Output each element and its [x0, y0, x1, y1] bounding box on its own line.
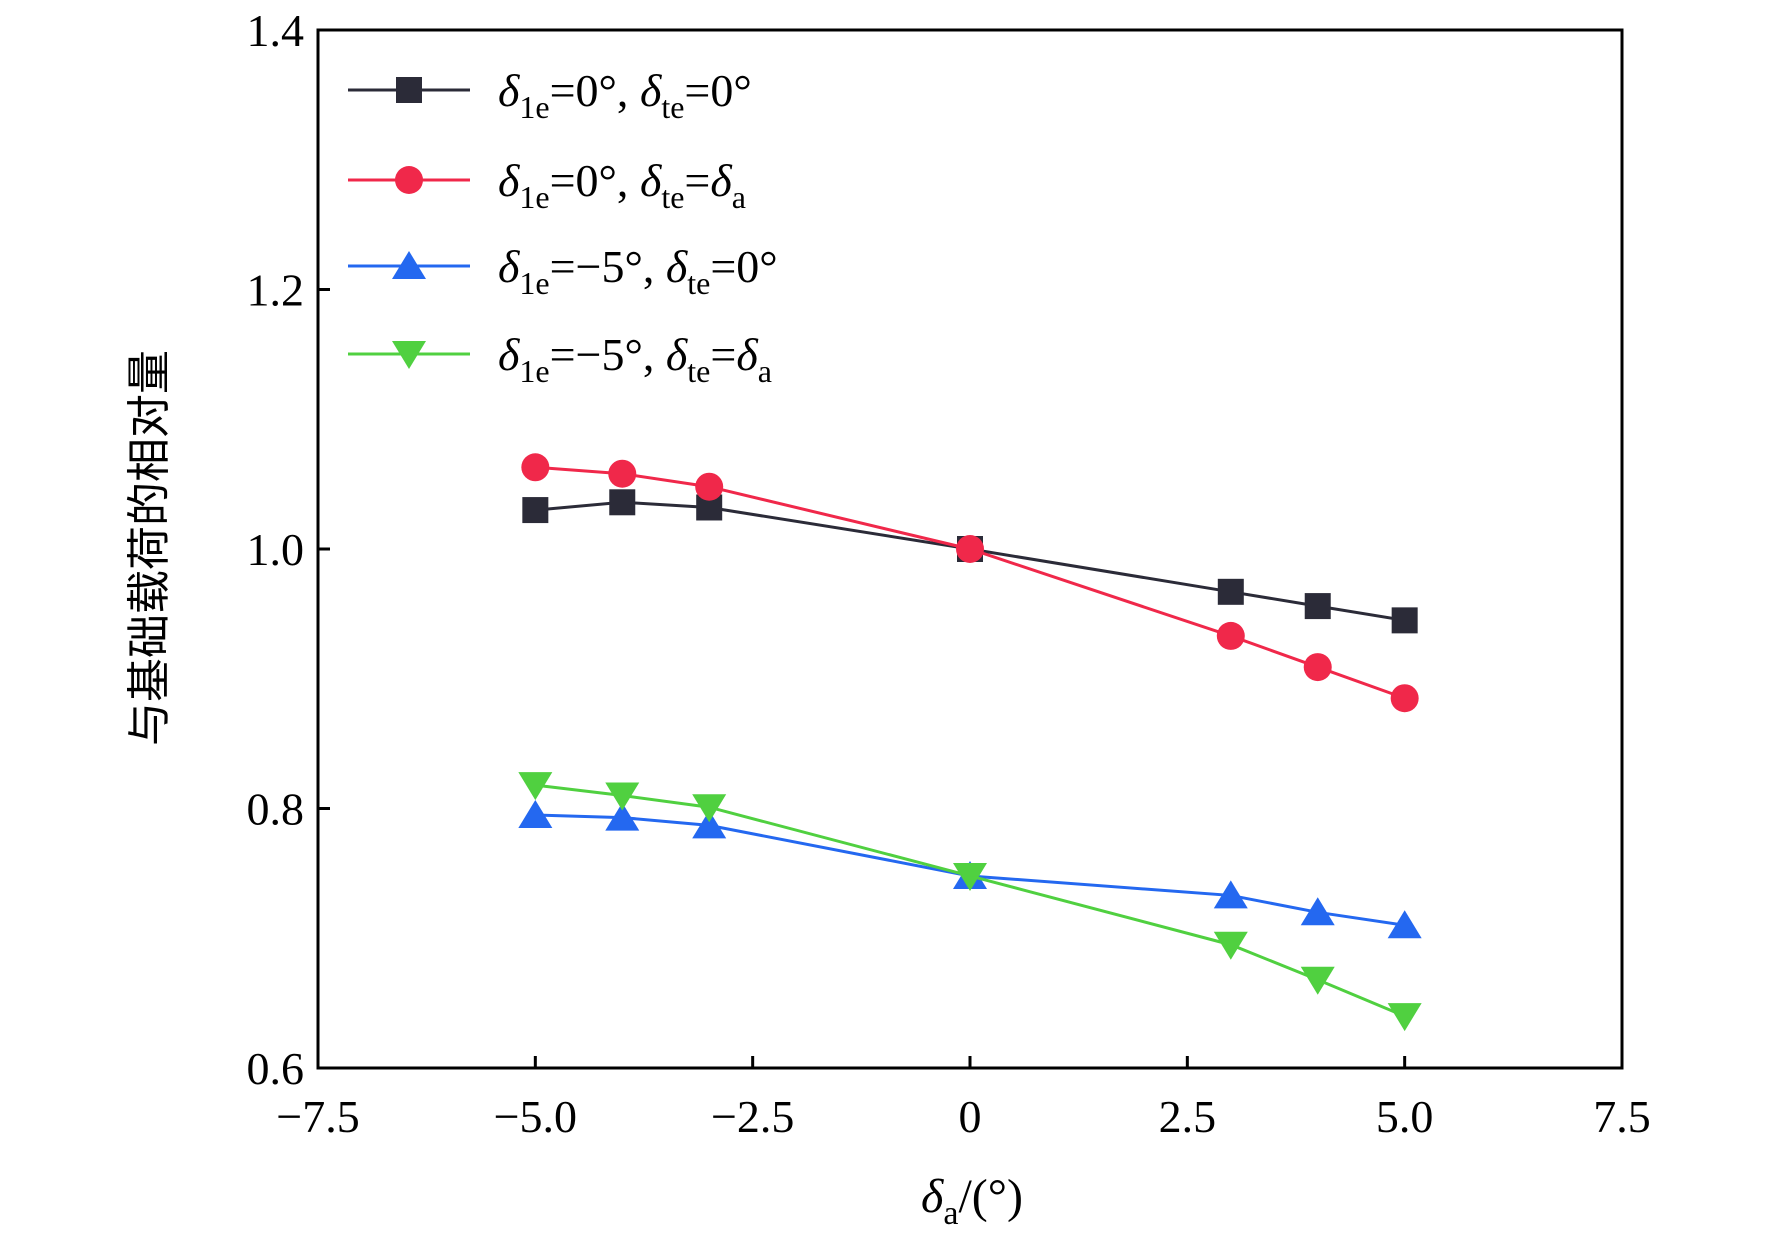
data-point [1390, 684, 1419, 713]
data-point [1303, 653, 1332, 682]
data-point [1387, 1003, 1422, 1032]
y-tick-label: 0.6 [247, 1043, 305, 1094]
data-point [1300, 897, 1335, 926]
x-tick-label: 7.5 [1593, 1091, 1651, 1142]
data-point [608, 459, 637, 488]
data-point [521, 453, 550, 482]
data-point [1300, 966, 1335, 995]
data-point [609, 489, 636, 516]
legend-label: δ1e=−5°, δte=0° [498, 241, 778, 301]
legend-item: δ1e=0°, δte=δa [348, 155, 746, 215]
axes-layer: −7.5 −5.0 −2.5 0 2.5 5.0 7.5 0.6 0.8 1.0 1.2 1.4 [247, 5, 1651, 1142]
series-line [535, 783, 1406, 1018]
data-point [605, 782, 640, 811]
axis-labels: δa/(°) 与基础载荷的相对量 [124, 350, 1023, 1232]
data-point [522, 497, 549, 524]
y-tick-label: 1.0 [247, 524, 305, 575]
data-point [956, 535, 984, 563]
data-point [1304, 593, 1331, 620]
legend-label: δ1e=0°, δte=0° [498, 65, 752, 125]
data-point [1216, 621, 1245, 650]
legend-marker [395, 166, 423, 194]
data-point [1213, 931, 1248, 960]
data-point [692, 810, 727, 839]
series-4 [518, 772, 1422, 1032]
data-point [605, 802, 640, 831]
x-axis-label: δa/(°) [921, 1170, 1023, 1232]
data-point [1391, 607, 1418, 634]
data-point [1387, 910, 1422, 939]
x-tick-label: 0 [959, 1091, 982, 1142]
data-point [1213, 880, 1248, 909]
x-tick-label: −2.5 [711, 1091, 794, 1142]
x-tick-label: −5.0 [494, 1091, 577, 1142]
x-tick-label: 2.5 [1159, 1091, 1217, 1142]
data-point [518, 772, 553, 801]
y-tick-label: 0.8 [247, 784, 305, 835]
legend: δ1e=0°, δte=0° δ1e=0°, δte=δa δ1e=−5°, δte… [348, 65, 778, 389]
series-2 [521, 453, 1419, 713]
x-tick-label: 5.0 [1376, 1091, 1434, 1142]
y-tick-label: 1.4 [247, 5, 305, 56]
x-tick-label: −7.5 [276, 1091, 359, 1142]
legend-item: δ1e=−5°, δte=δa [348, 329, 772, 389]
data-point [1217, 578, 1244, 605]
y-tick-label: 1.2 [247, 265, 305, 316]
legend-item: δ1e=−5°, δte=0° [348, 241, 778, 301]
series-line [535, 465, 1406, 700]
legend-marker [396, 77, 422, 103]
legend-marker [392, 341, 426, 369]
legend-label: δ1e=−5°, δte=δa [498, 329, 772, 389]
data-point [695, 472, 724, 501]
legend-label: δ1e=0°, δte=δa [498, 155, 746, 215]
series-layer [518, 453, 1422, 1032]
data-point [953, 862, 987, 891]
legend-marker [392, 251, 426, 279]
data-point [692, 794, 727, 823]
legend-item: δ1e=0°, δte=0° [348, 65, 752, 125]
y-axis-label: 与基础载荷的相对量 [124, 350, 175, 746]
data-point [518, 799, 553, 828]
